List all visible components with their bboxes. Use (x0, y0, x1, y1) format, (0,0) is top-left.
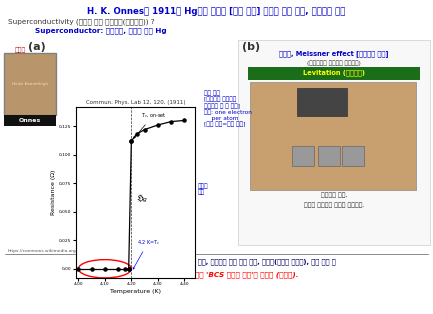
Point (181, 118, 188, 123)
Text: (a): (a) (28, 42, 46, 52)
Bar (318, 146, 340, 166)
Point (133, 132, 140, 137)
Text: $\mathfrak{H}_g$: $\mathfrak{H}_g$ (136, 193, 149, 205)
X-axis label: Temperature (K): Temperature (K) (110, 289, 161, 294)
Point (141, 127, 148, 132)
Text: Onnes: Onnes (19, 117, 41, 122)
Title: Commun. Phys. Lab 12, 120, (1911): Commun. Phys. Lab 12, 120, (1911) (86, 100, 185, 105)
Text: T$_c$, on-set: T$_c$, on-set (134, 111, 166, 138)
Bar (342, 146, 364, 166)
Text: Heike Kamerlingh: Heike Kamerlingh (12, 82, 48, 86)
Text: 1957년, 이 현상을 설명하는 'BCS 초전도 이론'이 발표됨 (노벨상).: 1957년, 이 현상을 설명하는 'BCS 초전도 이론'이 발표됨 (노벨상… (134, 271, 298, 278)
Point (128, 138, 135, 143)
Bar (4, 115, 56, 126)
Text: 초전도 응용: 고자기장 자석, MRI, 장거리 직류 전송, 자기부상 진공 튜브 열차, 한류기(초전도 차단기), 양자 큐빗 등: 초전도 응용: 고자기장 자석, MRI, 장거리 직류 전송, 자기부상 진공… (96, 258, 336, 265)
Text: 저항 0 Ω: 저항 0 Ω (78, 233, 99, 239)
Point (154, 122, 161, 127)
Text: Superconductor: 초전도체, 여기서 수은 Hg: Superconductor: 초전도체, 여기서 수은 Hg (35, 27, 167, 34)
Y-axis label: Resistance (Ω): Resistance (Ω) (52, 170, 56, 215)
Text: Levitation (자기부상): Levitation (자기부상) (303, 70, 365, 76)
Text: (초전도체는 자기장을 배첩한다): (초전도체는 자기장을 배첩한다) (307, 60, 361, 66)
Bar (297, 88, 347, 116)
Point (125, 266, 132, 271)
Bar (250, 82, 416, 190)
Point (168, 119, 174, 124)
Point (101, 266, 108, 271)
Point (75, 266, 82, 271)
Point (125, 266, 132, 271)
Text: 불연속
점프: 불연속 점프 (198, 183, 209, 195)
Point (115, 266, 122, 271)
Bar (292, 146, 314, 166)
Text: 마이스너 효과,: 마이스너 효과, (321, 192, 347, 198)
Text: 4.2 K=T$_c$: 4.2 K=T$_c$ (133, 238, 160, 269)
Text: https://commons.wikimedia.org/wiki/File:Superconductivity_1911.png: https://commons.wikimedia.org/wiki/File:… (8, 249, 160, 253)
Text: 이것이 자기부상 열차의 원리이다.: 이것이 자기부상 열차의 원리이다. (304, 202, 364, 208)
Text: 금속 특성
[초전도는 금속에서
저온으로 갈 때 발생]
금속: one electron
    per atom
[원자 개수=원자 개수]: 금속 특성 [초전도는 금속에서 저온으로 갈 때 발생] 금속: one el… (204, 90, 252, 127)
Text: Superconductivity (조전도 혹은 조전도성(超傳導性)) ?: Superconductivity (조전도 혹은 조전도성(超傳導性)) ? (8, 18, 155, 24)
Text: 노벨상: 노벨상 (14, 47, 26, 52)
Point (121, 266, 128, 271)
Point (88, 266, 95, 271)
Bar (248, 67, 420, 80)
Point (128, 138, 135, 143)
Bar (4, 53, 56, 115)
Text: (b): (b) (242, 42, 260, 52)
Text: 초전도, Meissner effect [마이스너 효과]: 초전도, Meissner effect [마이스너 효과] (279, 50, 389, 57)
Bar (238, 40, 430, 245)
Text: H. K. Onnes가 1911년 Hg에서 초전도 [저항 제로] 현상을 최초 발견, 마이스너 효과: H. K. Onnes가 1911년 Hg에서 초전도 [저항 제로] 현상을 … (87, 7, 345, 16)
